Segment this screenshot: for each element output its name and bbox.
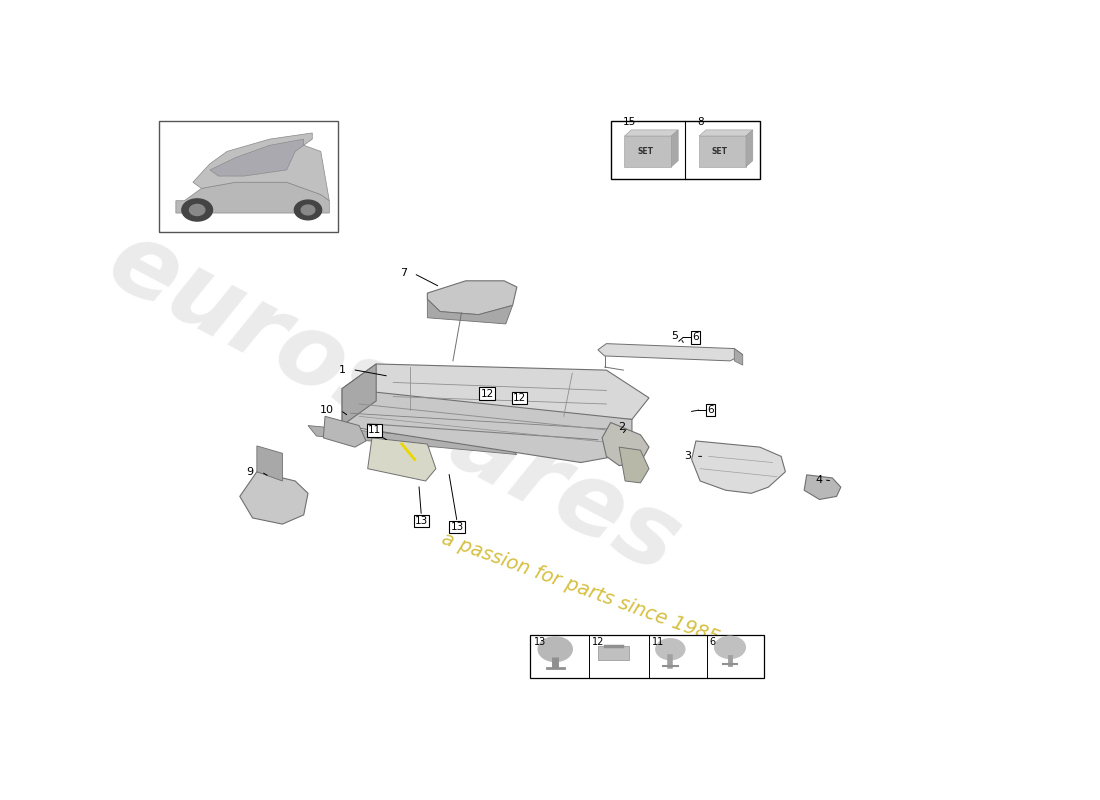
Text: 13: 13 [534,638,547,647]
Polygon shape [367,438,436,481]
Text: 2: 2 [618,422,625,433]
Circle shape [295,200,321,220]
Text: 11: 11 [651,638,663,647]
Text: 12: 12 [513,393,526,403]
FancyBboxPatch shape [158,121,338,231]
Text: 3: 3 [684,451,692,462]
Circle shape [182,199,212,221]
Polygon shape [700,130,752,136]
Polygon shape [671,130,679,167]
Text: 12: 12 [592,638,604,647]
Polygon shape [342,364,376,426]
Text: 1: 1 [339,365,345,374]
Polygon shape [192,133,329,201]
Circle shape [715,636,746,658]
Text: 12: 12 [481,389,494,398]
Polygon shape [240,472,308,524]
Polygon shape [427,281,517,314]
Polygon shape [602,422,649,466]
Polygon shape [625,136,671,167]
Polygon shape [323,416,366,447]
FancyBboxPatch shape [598,646,628,660]
Text: 9: 9 [246,466,254,477]
Polygon shape [746,130,752,167]
Text: eurospares: eurospares [91,213,695,595]
Polygon shape [692,441,785,494]
FancyBboxPatch shape [530,635,764,678]
FancyBboxPatch shape [610,121,760,179]
Text: 10: 10 [320,405,333,415]
Text: 11: 11 [367,426,381,435]
Polygon shape [625,130,679,136]
Circle shape [301,205,315,215]
Circle shape [656,638,685,660]
Text: 6: 6 [693,333,700,342]
Polygon shape [342,364,649,419]
Text: 13: 13 [415,516,428,526]
Text: 4: 4 [816,474,823,485]
Polygon shape [804,475,840,499]
Text: 6: 6 [707,405,714,415]
Text: a passion for parts since 1985: a passion for parts since 1985 [439,530,723,648]
Polygon shape [210,139,304,176]
Text: SET: SET [637,147,653,156]
Text: 6: 6 [710,638,716,647]
Circle shape [538,637,572,662]
Polygon shape [308,426,517,454]
Circle shape [189,205,205,215]
Polygon shape [257,446,283,481]
Text: 5: 5 [671,331,678,342]
Polygon shape [598,344,743,361]
Polygon shape [427,299,513,324]
Text: SET: SET [712,147,728,156]
Text: 7: 7 [400,269,407,278]
Polygon shape [176,182,329,213]
Polygon shape [700,136,746,167]
Text: 8: 8 [697,117,704,127]
Text: 15: 15 [623,117,636,127]
Polygon shape [735,349,743,365]
Polygon shape [619,447,649,483]
Polygon shape [342,389,631,462]
Text: 13: 13 [451,522,464,532]
